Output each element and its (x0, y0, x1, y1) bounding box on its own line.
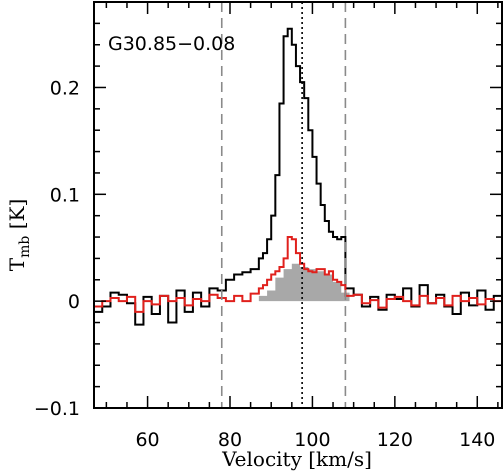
x-axis-label: Velocity [km/s] (221, 447, 372, 471)
y-axis-label-sub: mb (17, 236, 33, 258)
x-tick-label: 120 (377, 429, 413, 451)
y-axis-label: Tmb [K] (5, 199, 33, 272)
spectrum-series-2 (94, 236, 503, 313)
y-axis-label-unit: [K] (5, 199, 29, 236)
spectrum-series-1 (94, 27, 503, 326)
y-tick-label: −0.1 (34, 398, 80, 420)
x-tick-label: 80 (218, 429, 242, 451)
y-tick-label: 0.2 (50, 77, 80, 99)
x-tick-label: 100 (294, 429, 330, 451)
y-tick-label: 0.1 (50, 184, 80, 206)
x-tick-label: 60 (135, 429, 159, 451)
y-axis-label-main: T (5, 257, 29, 271)
x-tick-label: 140 (459, 429, 495, 451)
integrated-area (258, 263, 350, 302)
svg-text:Tmb [K]: Tmb [K] (5, 199, 33, 272)
axis-ticks: 60 80 100 120 140 −0.1 0 0.1 0.2 (34, 2, 502, 451)
chart-marks (94, 2, 503, 408)
plot-frame (93, 1, 503, 409)
y-tick-label: 0 (68, 291, 80, 313)
chart-title: G30.85−0.08 (108, 33, 235, 55)
